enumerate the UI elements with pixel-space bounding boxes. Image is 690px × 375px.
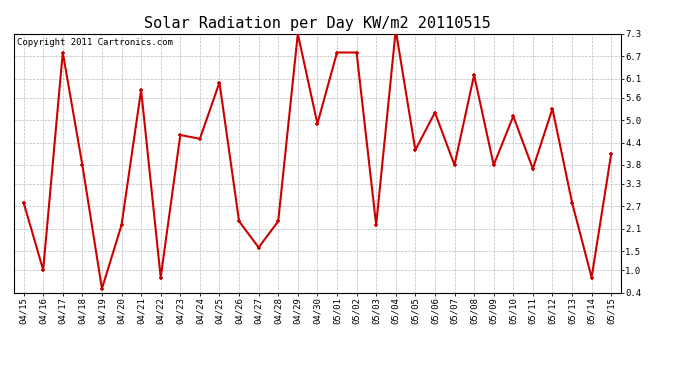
Text: Copyright 2011 Cartronics.com: Copyright 2011 Cartronics.com [17, 38, 172, 46]
Title: Solar Radiation per Day KW/m2 20110515: Solar Radiation per Day KW/m2 20110515 [144, 16, 491, 31]
